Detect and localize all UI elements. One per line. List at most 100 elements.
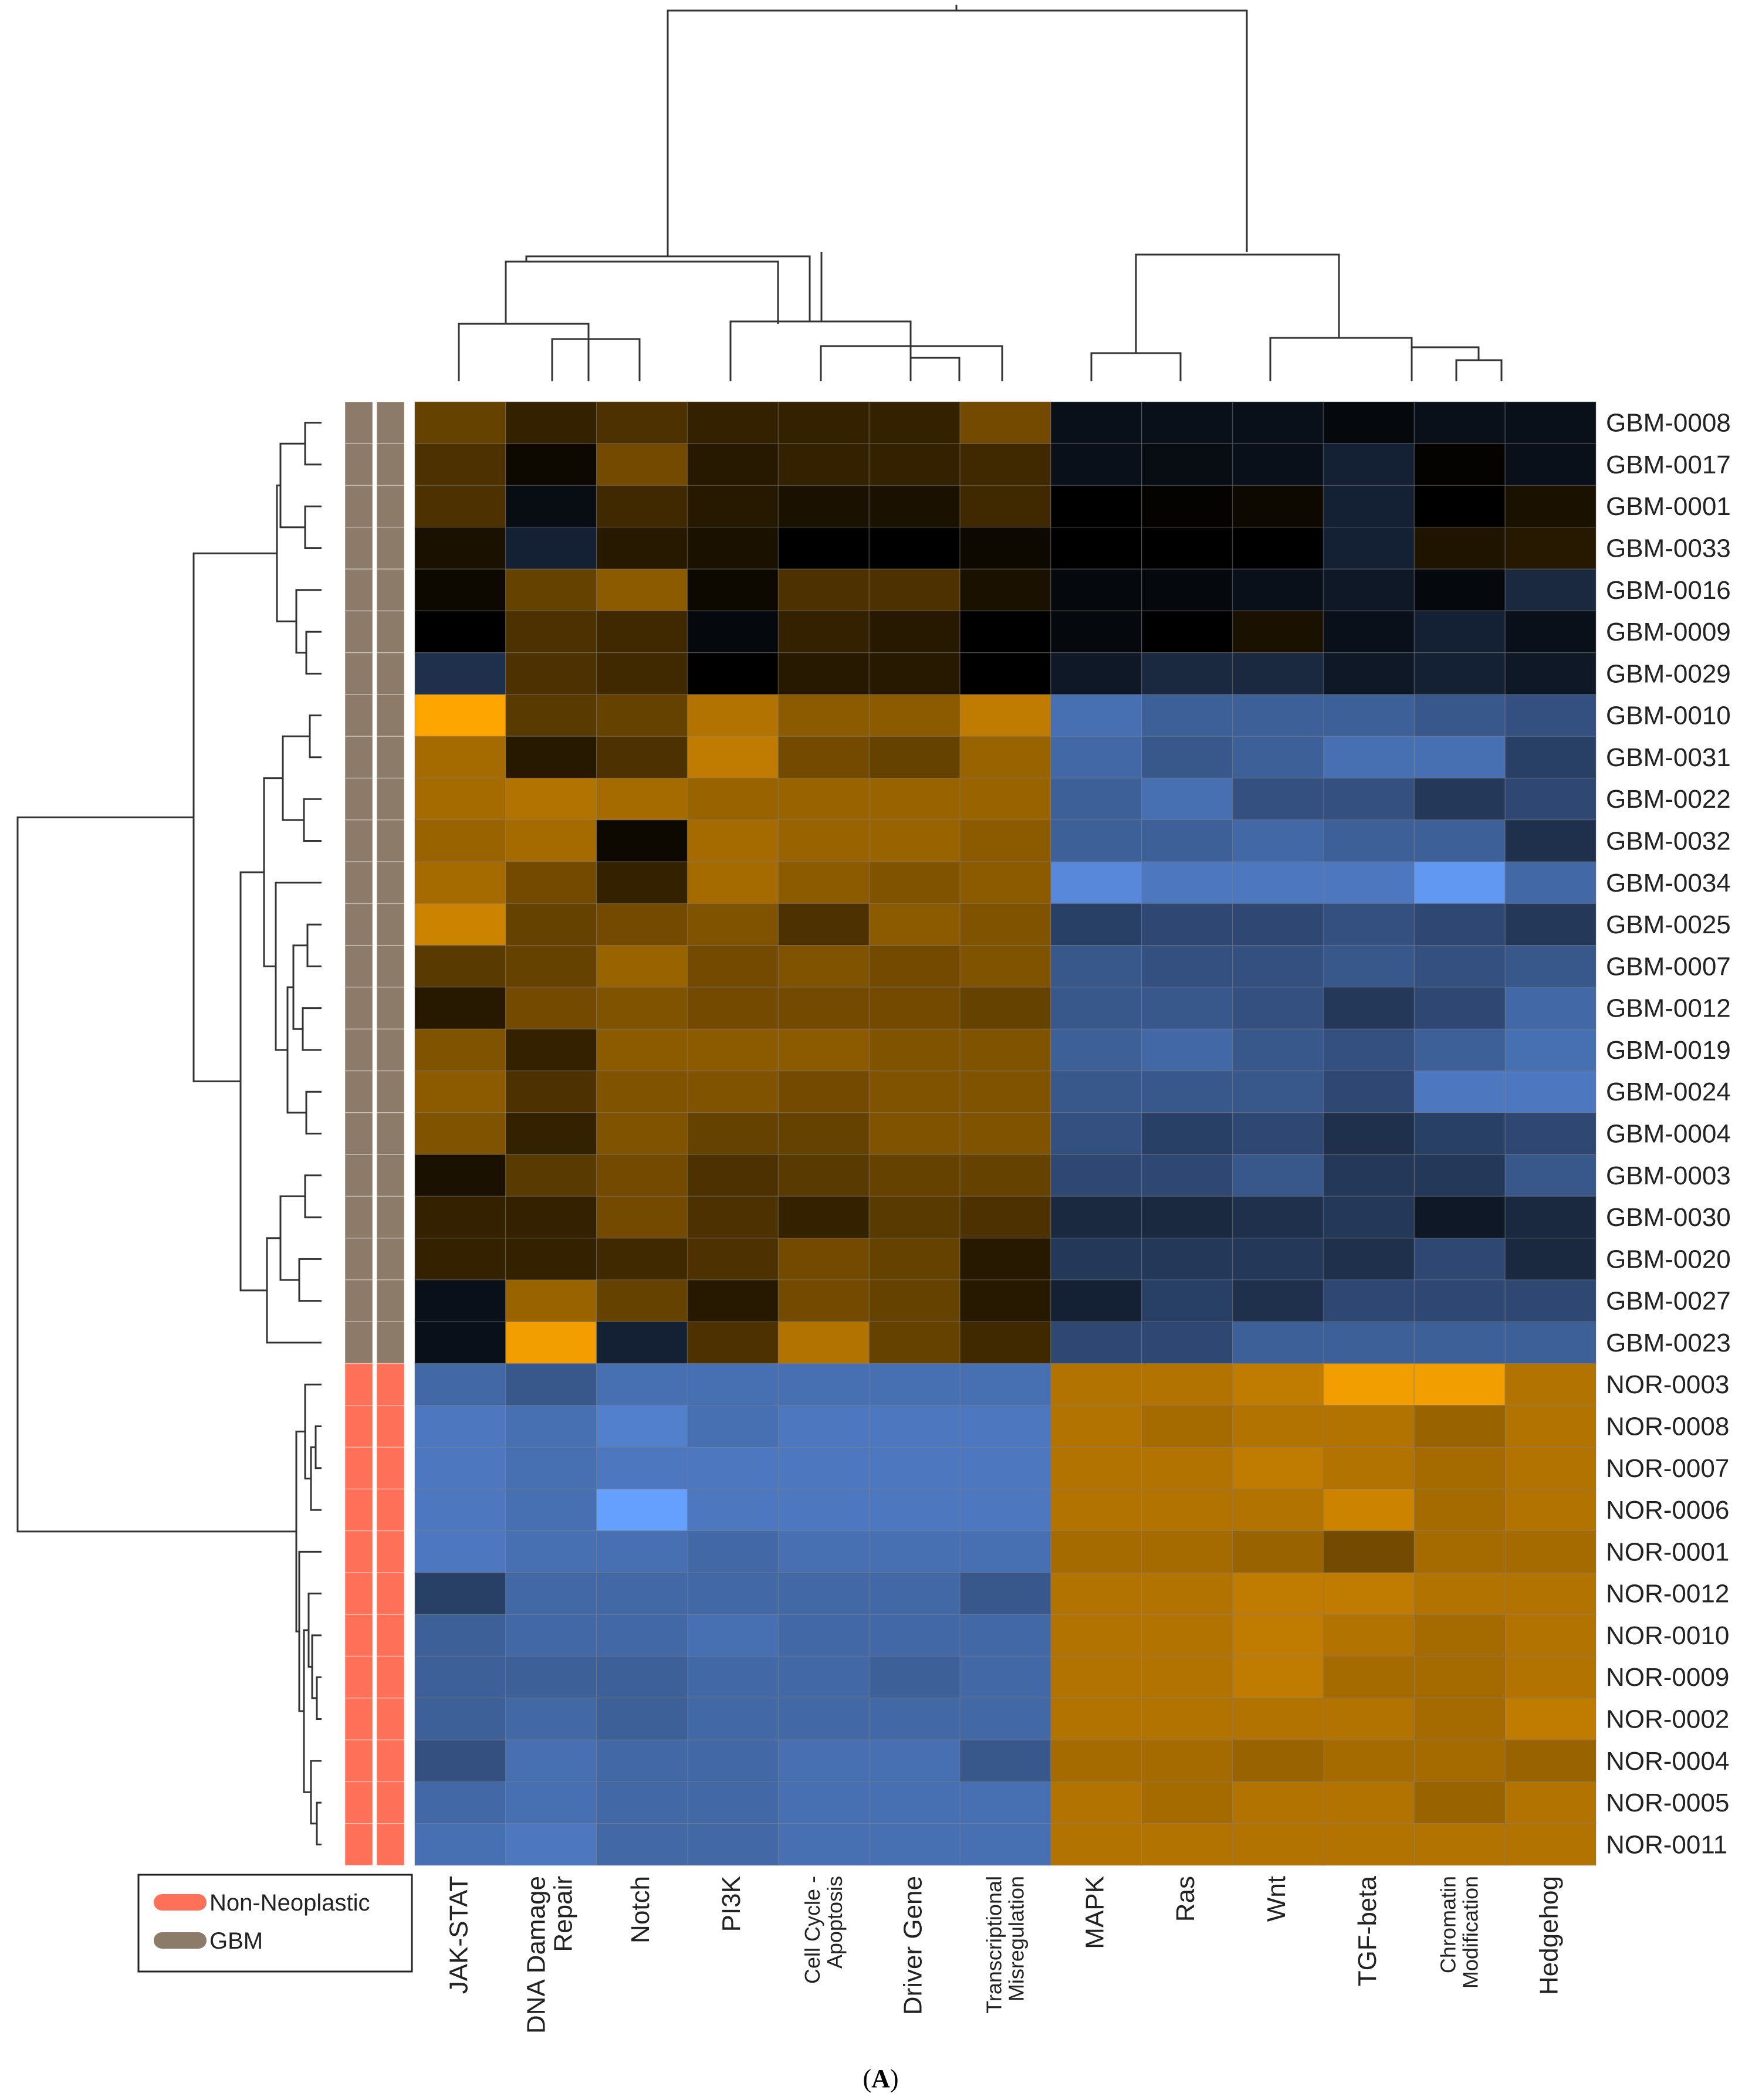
group-cell [344, 1112, 373, 1155]
group-cell [344, 443, 373, 486]
row-label: NOR-0001 [1606, 1537, 1729, 1566]
heatmap-cell [959, 694, 1051, 737]
heatmap-cell [686, 1823, 779, 1866]
heatmap-cell [596, 1405, 688, 1448]
heatmap-cell [686, 1781, 779, 1824]
group-cell [344, 987, 373, 1030]
heatmap-cell [1232, 1823, 1324, 1866]
heatmap-cell [1050, 568, 1142, 612]
heatmap-cell [777, 987, 870, 1030]
heatmap-cell [414, 1739, 506, 1783]
heatmap-cell [1050, 1698, 1142, 1740]
heatmap-cell [959, 1112, 1051, 1155]
heatmap-cell [1141, 1655, 1233, 1699]
heatmap-cell [1323, 819, 1415, 862]
heatmap-cell [1413, 1237, 1506, 1281]
heatmap-cell [868, 1530, 961, 1573]
heatmap-cell [777, 1530, 870, 1573]
heatmap-cell [1232, 1154, 1324, 1197]
heatmap-cell [959, 568, 1051, 612]
heatmap-cell [414, 1655, 506, 1699]
heatmap-cell [505, 1572, 597, 1615]
heatmap-cell [1504, 736, 1597, 779]
heatmap-cell [1232, 443, 1324, 486]
row-label: GBM-0034 [1606, 869, 1731, 897]
heatmap-cell [686, 1739, 779, 1783]
heatmap-cell [1050, 694, 1142, 737]
dendrogram-branch [239, 871, 267, 1292]
heatmap-cell [1323, 1070, 1415, 1113]
group-cell [344, 1154, 373, 1197]
group-cell [376, 1363, 405, 1406]
heatmap-cell [777, 1447, 870, 1490]
heatmap-cell [1413, 568, 1506, 612]
heatmap-cell [1323, 1447, 1415, 1490]
dendrogram-branch [282, 735, 310, 821]
heatmap-cell [959, 819, 1051, 862]
heatmap-cells [414, 401, 1597, 1866]
group-cell [376, 987, 405, 1030]
group-cell [344, 1614, 373, 1657]
row-label: GBM-0004 [1606, 1120, 1731, 1149]
heatmap-cell [1504, 1195, 1597, 1239]
heatmap-cell [505, 861, 597, 905]
heatmap-cell [777, 736, 870, 779]
heatmap-cell [505, 527, 597, 570]
heatmap-cell [1141, 819, 1233, 862]
heatmap-cell [1413, 1279, 1506, 1323]
heatmap-cell [686, 652, 779, 695]
heatmap-cell [868, 1070, 961, 1113]
heatmap-cell [777, 1237, 870, 1281]
heatmap-cell [1413, 777, 1506, 821]
heatmap-cell [1141, 443, 1233, 486]
heatmap-cell [596, 1154, 688, 1197]
column-label: Notch [626, 1876, 655, 1943]
heatmap-cell [414, 1363, 506, 1406]
heatmap-cell [1050, 1739, 1142, 1783]
heatmap-cell [1232, 1237, 1324, 1281]
group-cell [344, 1823, 373, 1866]
heatmap-cell [959, 777, 1051, 821]
column-label: Wnt [1262, 1876, 1291, 1922]
heatmap-cell [1413, 1195, 1506, 1239]
heatmap-cell [596, 903, 688, 946]
heatmap-cell [596, 1614, 688, 1657]
legend-box [137, 1874, 413, 1973]
heatmap-cell [686, 527, 779, 570]
heatmap-cell [1413, 1655, 1506, 1699]
heatmap-cell [1050, 1655, 1142, 1699]
heatmap-cell [1141, 1488, 1233, 1532]
heatmap-cell [414, 1614, 506, 1657]
heatmap-cell [1050, 1070, 1142, 1113]
heatmap-cell [1413, 1530, 1506, 1573]
heatmap-cell [1141, 1530, 1233, 1573]
heatmap-cell [414, 944, 506, 988]
heatmap-cell [1413, 861, 1506, 905]
group-cell [344, 1781, 373, 1824]
heatmap-cell [1323, 777, 1415, 821]
heatmap-cell [596, 485, 688, 528]
heatmap-cell [505, 1195, 597, 1239]
row-label: GBM-0010 [1606, 702, 1731, 730]
heatmap-cell [959, 1488, 1051, 1532]
heatmap-cell [1050, 1237, 1142, 1281]
group-cell [376, 1279, 405, 1323]
group-cell [344, 1028, 373, 1072]
heatmap-cell [959, 1698, 1051, 1740]
heatmap-cell [1413, 1823, 1506, 1866]
legend-swatch [154, 1894, 207, 1911]
group-cell [376, 401, 405, 445]
heatmap-cell [505, 1447, 597, 1490]
heatmap-cell [1413, 1572, 1506, 1615]
group-cell [344, 861, 373, 905]
heatmap-cell [596, 527, 688, 570]
row-label: NOR-0011 [1606, 1830, 1727, 1859]
heatmap-cell [596, 1112, 688, 1155]
heatmap-cell [1050, 652, 1142, 695]
heatmap-cell [596, 1488, 688, 1532]
heatmap-cell [1050, 1112, 1142, 1155]
heatmap-cell [1141, 1572, 1233, 1615]
group-cell [376, 485, 405, 528]
heatmap-cell [868, 401, 961, 445]
